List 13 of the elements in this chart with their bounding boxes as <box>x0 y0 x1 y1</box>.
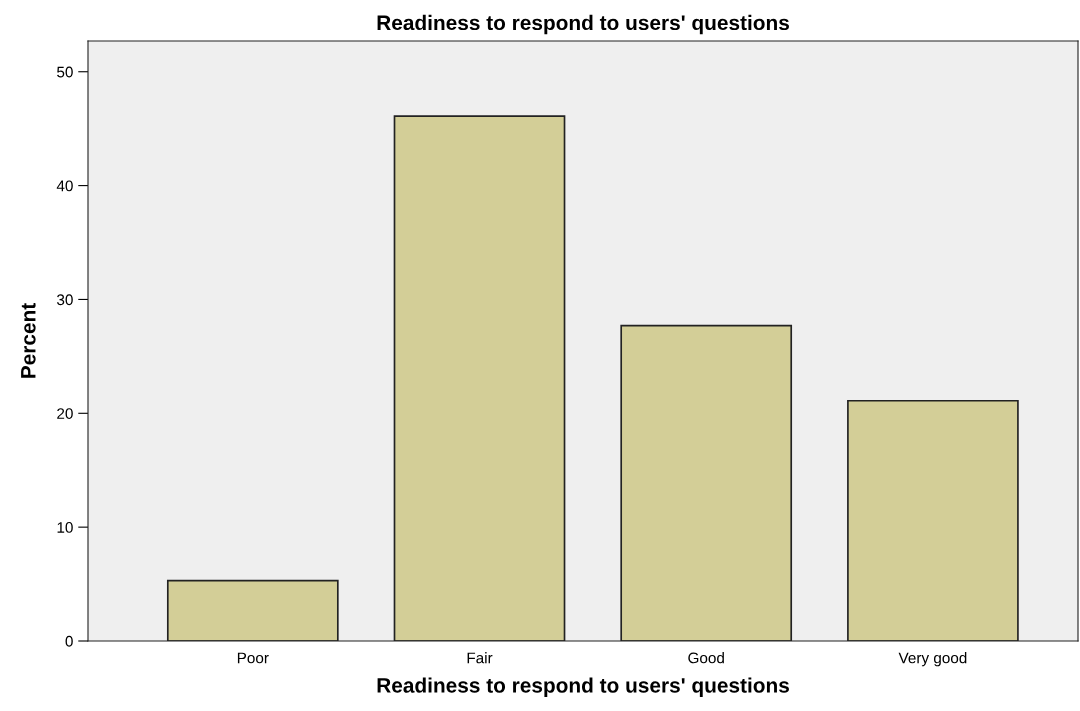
chart-title: Readiness to respond to users' questions <box>377 14 789 35</box>
y-tick-label: 20 <box>57 408 73 419</box>
y-axis-title: Percent <box>21 303 36 378</box>
x-axis-title: Readiness to respond to users' questions <box>377 677 789 697</box>
y-tick-label: 0 <box>65 635 73 647</box>
y-tick-label: 40 <box>56 180 73 192</box>
x-tick-label: Fair <box>467 652 493 664</box>
y-tick-label: 30 <box>57 294 73 306</box>
x-tick-label: Poor <box>237 652 269 664</box>
x-tick-label: Very good <box>898 652 967 667</box>
y-tick-label: 10 <box>57 522 73 533</box>
y-tick-label: 50 <box>57 66 73 78</box>
x-tick-label: Good <box>688 652 724 664</box>
